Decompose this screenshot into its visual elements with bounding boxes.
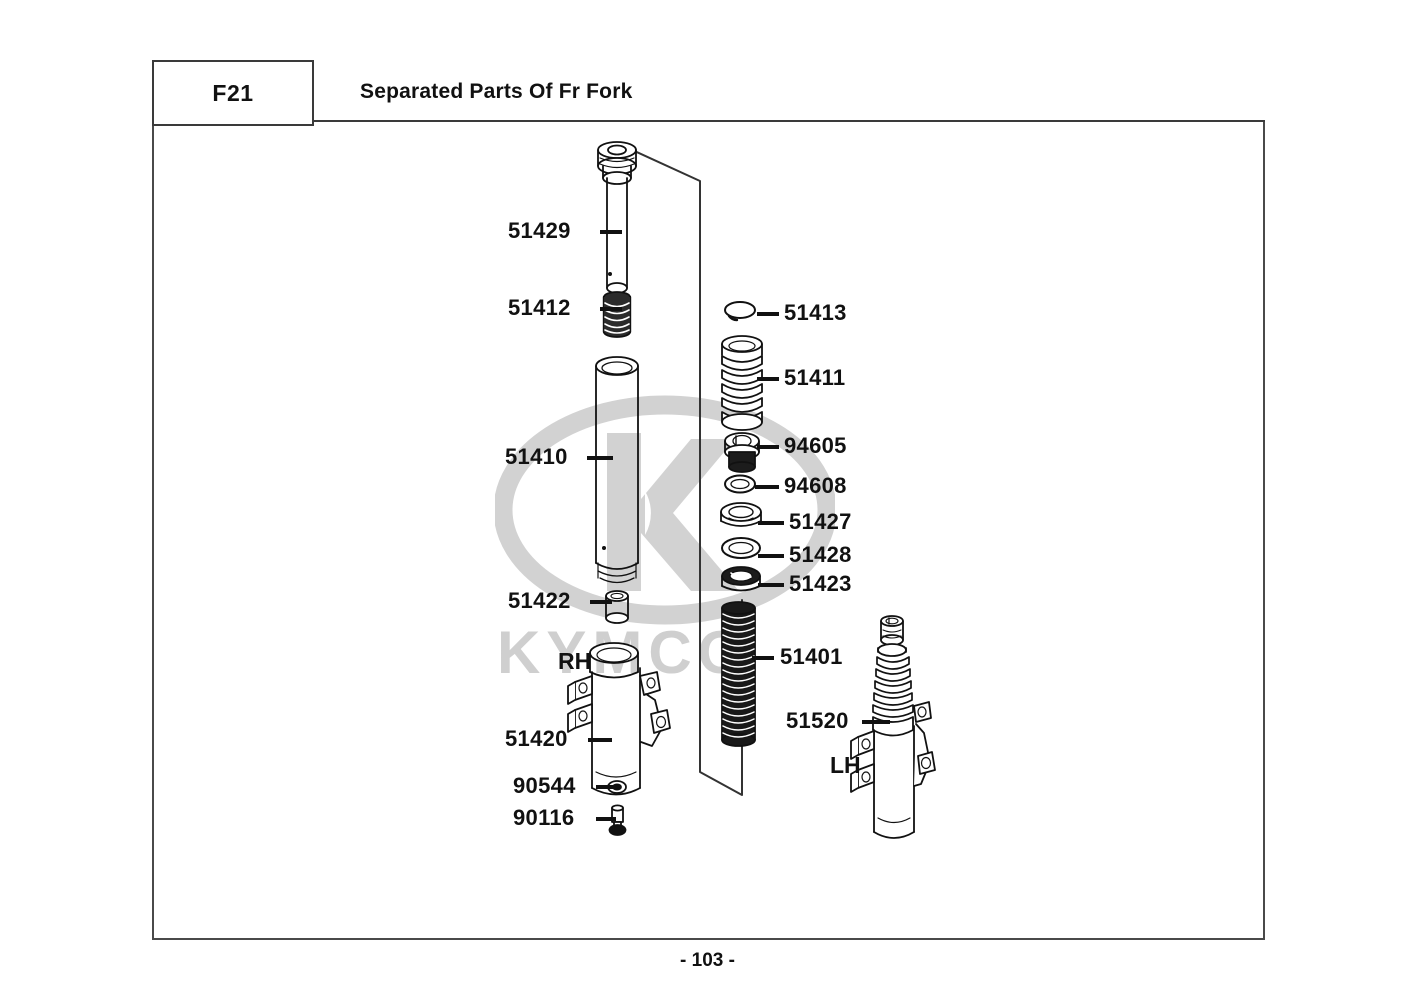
- callout-label-51422: 51422: [508, 588, 571, 613]
- callout-label-51520: 51520: [786, 708, 849, 733]
- callout-label-51429: 51429: [508, 218, 571, 243]
- callout-leader-51413: [757, 312, 779, 316]
- callout-leader-51427: [758, 521, 784, 525]
- callout-leader-51423: [758, 583, 784, 587]
- callout-leader-90544: [596, 785, 616, 789]
- callout-label-51427: 51427: [789, 509, 852, 534]
- callout-label-94608: 94608: [784, 473, 847, 498]
- callout-label-90116: 90116: [513, 805, 575, 830]
- page-number: - 103 -: [680, 950, 735, 971]
- callout-leader-94605: [757, 445, 779, 449]
- callout-label-51410: 51410: [505, 444, 568, 469]
- page-title: Separated Parts Of Fr Fork: [360, 80, 633, 103]
- callout-leader-51428: [758, 554, 784, 558]
- side-marker-rh: RH: [558, 648, 592, 674]
- section-code: F21: [212, 79, 254, 106]
- callout-leader-51411: [757, 377, 779, 381]
- footer-divider: [152, 942, 1265, 943]
- callout-leader-90116: [596, 817, 616, 821]
- callout-label-51411: 51411: [784, 365, 846, 390]
- callout-label-94605: 94605: [784, 433, 847, 458]
- callout-label-51428: 51428: [789, 542, 852, 567]
- callout-label-51412: 51412: [508, 295, 571, 320]
- callout-leader-51420: [588, 738, 612, 742]
- callout-leader-51422: [590, 600, 612, 604]
- callout-leader-51412: [600, 307, 622, 311]
- callout-leader-51520: [862, 720, 890, 724]
- callout-label-51420: 51420: [505, 726, 568, 751]
- header-divider-rule: [310, 120, 1265, 122]
- diagram-frame: [152, 120, 1265, 940]
- callout-label-51423: 51423: [789, 571, 852, 596]
- callout-label-51413: 51413: [784, 300, 847, 325]
- section-code-box: F21: [152, 60, 314, 126]
- callout-leader-51401: [752, 656, 774, 660]
- callout-leader-94608: [755, 485, 779, 489]
- callout-leader-51429: [600, 230, 622, 234]
- side-marker-lh: LH: [830, 752, 861, 778]
- callout-leader-51410: [587, 456, 613, 460]
- callout-label-90544: 90544: [513, 773, 576, 798]
- callout-label-51401: 51401: [780, 644, 843, 669]
